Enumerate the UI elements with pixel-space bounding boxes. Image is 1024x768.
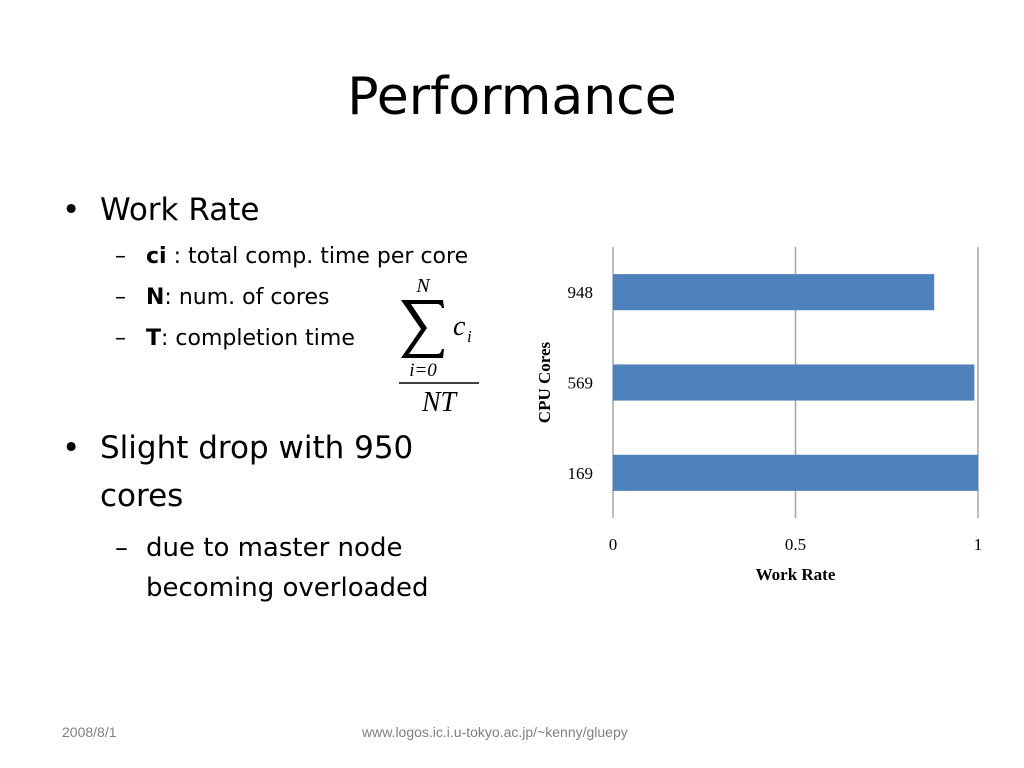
bullet-drop-line2: cores [100,478,184,514]
dash-icon: – [115,533,128,563]
y-axis-title: CPU Cores [535,341,554,423]
formula-lower-limit: i=0 [409,360,437,381]
y-tick-label: 169 [568,464,594,483]
term-ci: ci [146,244,167,269]
x-axis-title: Work Rate [756,565,836,584]
term-t: T [146,326,162,351]
formula-summand: c [453,311,466,342]
footer-url: www.logos.ic.i.u-tokyo.ac.jp/~kenny/glue… [362,724,628,740]
y-tick-label: 948 [568,283,594,302]
bar-layer [613,274,978,491]
footer-date: 2008/8/1 [62,724,117,740]
dash-icon: – [115,244,126,269]
sigma-icon [401,300,444,358]
bullet-dot-icon: • [62,430,81,466]
definition-ci: : total comp. time per core [166,244,469,269]
label-layer: 0 0.5 1 948 569 169 [568,283,983,554]
y-tick-label: 569 [568,374,594,393]
dash-icon: – [115,326,126,351]
work-rate-formula: N c i i=0 NT [399,275,479,418]
x-tick-label: 0 [609,535,618,554]
bar-948 [613,274,935,311]
slide-title: Performance [347,67,677,127]
bullet-drop-line1: Slight drop with 950 [100,430,414,466]
definition-n: : num. of cores [164,285,330,310]
work-rate-chart: 0 0.5 1 948 569 169 CPU Cores Work Rate [535,247,983,584]
x-tick-label: 1 [974,535,983,554]
x-tick-label: 0.5 [785,535,806,554]
bullet-dot-icon: • [62,192,81,228]
bar-569 [613,364,975,401]
dash-icon: – [115,285,126,310]
sub-bullet-line2: becoming overloaded [146,573,429,603]
bar-169 [613,454,978,491]
bullet-label: Work Rate [100,192,260,228]
definition-t: : completion time [161,326,355,351]
formula-subscript: i [467,327,472,346]
formula-denominator: NT [421,387,459,418]
sub-bullet-line1: due to master node [146,533,403,563]
formula-upper-limit: N [415,275,431,297]
term-n: N [146,285,165,310]
